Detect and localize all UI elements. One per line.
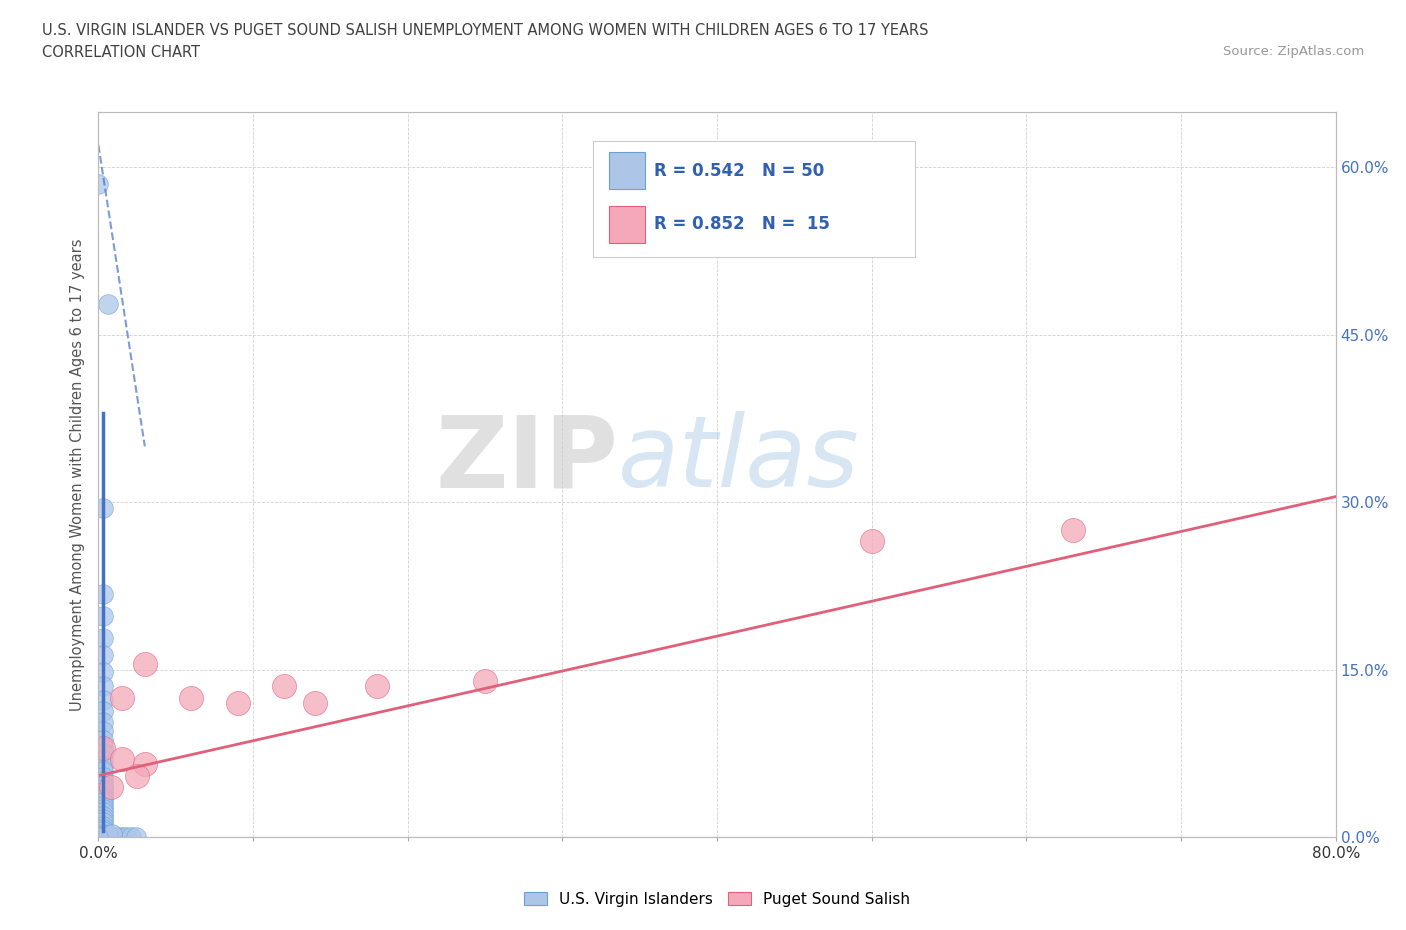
Point <box>91 724 114 738</box>
Point <box>134 657 156 671</box>
Point <box>91 774 114 789</box>
Point <box>115 830 138 844</box>
Point <box>91 785 114 800</box>
Point <box>91 758 114 773</box>
Point <box>304 696 326 711</box>
Legend: U.S. Virgin Islanders, Puget Sound Salish: U.S. Virgin Islanders, Puget Sound Salis… <box>517 885 917 912</box>
Point <box>91 791 114 806</box>
Point <box>91 746 114 761</box>
Point <box>91 789 114 804</box>
Point <box>127 768 149 783</box>
Text: Source: ZipAtlas.com: Source: ZipAtlas.com <box>1223 45 1364 58</box>
Point <box>111 751 134 766</box>
Point <box>87 177 110 192</box>
Point <box>91 778 114 793</box>
Point <box>91 826 114 841</box>
Point <box>91 739 114 754</box>
Point <box>111 830 134 844</box>
Point <box>101 830 124 844</box>
Point <box>180 690 202 705</box>
Point <box>91 500 114 515</box>
Point <box>120 830 142 844</box>
Point <box>273 679 295 694</box>
Point <box>97 828 120 843</box>
Point <box>91 608 114 623</box>
Point <box>101 826 124 841</box>
Point <box>91 769 114 784</box>
Point <box>134 757 156 772</box>
Point <box>91 631 114 645</box>
Point <box>97 296 120 311</box>
Point <box>91 829 114 844</box>
Y-axis label: Unemployment Among Women with Children Ages 6 to 17 years: Unemployment Among Women with Children A… <box>70 238 86 711</box>
Point <box>91 764 114 778</box>
Point <box>91 781 114 796</box>
Point <box>100 779 122 794</box>
Point <box>91 808 114 823</box>
Point <box>474 673 496 688</box>
Point <box>91 798 114 813</box>
Point <box>226 696 249 711</box>
Point <box>91 703 114 718</box>
Point <box>105 830 128 844</box>
Point <box>91 740 114 755</box>
Point <box>91 829 114 844</box>
Point <box>91 586 114 601</box>
Point <box>91 714 114 729</box>
Text: CORRELATION CHART: CORRELATION CHART <box>42 45 200 60</box>
Point <box>91 812 114 827</box>
Text: U.S. VIRGIN ISLANDER VS PUGET SOUND SALISH UNEMPLOYMENT AMONG WOMEN WITH CHILDRE: U.S. VIRGIN ISLANDER VS PUGET SOUND SALI… <box>42 23 929 38</box>
Point <box>91 647 114 662</box>
Point <box>97 830 120 844</box>
Point <box>91 802 114 817</box>
Point <box>91 795 114 810</box>
Point <box>91 818 114 833</box>
Text: atlas: atlas <box>619 411 859 509</box>
Point <box>1062 523 1084 538</box>
Point <box>860 534 883 549</box>
Point <box>91 830 114 844</box>
Point <box>91 824 114 839</box>
Point <box>111 690 134 705</box>
Point <box>91 692 114 707</box>
Point <box>124 830 146 844</box>
Point <box>91 733 114 748</box>
Point <box>91 822 114 837</box>
Point <box>91 752 114 767</box>
Point <box>87 830 110 844</box>
Point <box>366 679 388 694</box>
Point <box>91 679 114 694</box>
Text: ZIP: ZIP <box>436 411 619 509</box>
Point <box>91 815 114 830</box>
Point <box>91 664 114 679</box>
Point <box>91 805 114 820</box>
